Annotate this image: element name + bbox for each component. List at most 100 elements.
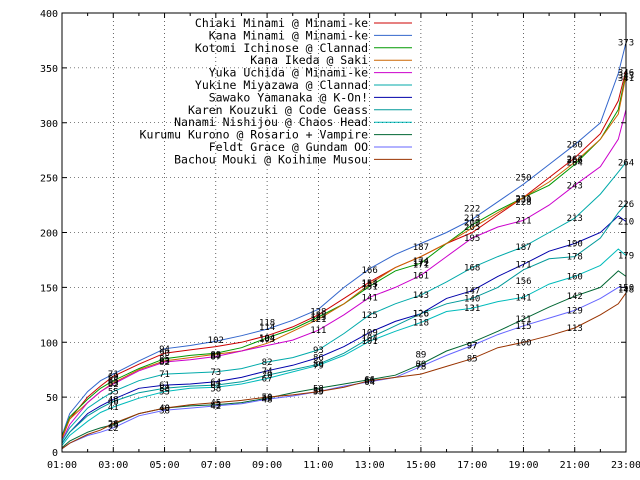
data-label: 85	[159, 355, 170, 365]
data-label: 114	[259, 323, 275, 333]
data-label: 142	[567, 292, 583, 302]
data-label: 40	[159, 404, 170, 414]
data-label: 58	[210, 384, 221, 394]
data-label: 109	[362, 328, 378, 338]
data-label: 230	[515, 196, 531, 206]
data-label: 118	[259, 318, 275, 328]
data-label: 161	[413, 271, 429, 281]
data-label: 209	[464, 219, 480, 229]
data-label: 211	[515, 216, 531, 226]
legend-entry-label: Bachou Mouki @ Koihime Musou	[174, 152, 368, 166]
data-label: 125	[310, 311, 326, 321]
data-label: 65	[364, 377, 375, 387]
legend-entry-label: Sawako Yamanaka @ K-On!	[209, 90, 368, 104]
legend-entry-label: Kana Ikeda @ Saki	[250, 53, 368, 67]
x-tick-label: 15:00	[406, 460, 436, 471]
data-label: 87	[210, 353, 221, 363]
data-label: 66	[364, 376, 375, 386]
legend-entry-label: Yuka Uchida @ Minami-ke	[209, 66, 368, 80]
data-label: 280	[567, 141, 583, 151]
data-label: 22	[108, 424, 119, 434]
data-label: 42	[210, 402, 221, 412]
data-label: 141	[362, 293, 378, 303]
data-label: 166	[362, 266, 378, 276]
data-label: 48	[262, 395, 273, 405]
data-label: 126	[413, 310, 429, 320]
x-tick-label: 23:00	[611, 460, 640, 471]
x-tick-label: 11:00	[303, 460, 333, 471]
data-label: 187	[413, 243, 429, 253]
data-label: 154	[362, 279, 378, 289]
data-label: 151	[362, 282, 378, 292]
data-label: 129	[567, 306, 583, 316]
data-label: 67	[262, 374, 273, 384]
data-label: 213	[464, 214, 480, 224]
legend-entry-label: Yukine Miyazawa @ Clannad	[195, 78, 368, 92]
data-label: 126	[413, 310, 429, 320]
y-tick-label: 50	[46, 393, 58, 404]
legend-entry-label: Nanami Nishijou @ Chaos Head	[174, 115, 368, 129]
data-label: 38	[159, 406, 170, 416]
data-label: 267	[567, 155, 583, 165]
data-label: 80	[415, 360, 426, 370]
series-line	[61, 292, 627, 450]
series-line	[61, 109, 627, 442]
data-label: 55	[159, 388, 170, 398]
x-tick-label: 01:00	[47, 460, 77, 471]
data-label: 80	[313, 360, 324, 370]
data-label: 113	[567, 324, 583, 334]
data-label: 55	[313, 388, 324, 398]
data-label: 174	[413, 257, 429, 267]
x-tick-label: 09:00	[252, 460, 282, 471]
data-label: 100	[515, 338, 531, 348]
data-label: 85	[467, 355, 478, 365]
data-label: 168	[464, 264, 480, 274]
x-tick-label: 19:00	[508, 460, 538, 471]
y-tick-label: 350	[40, 64, 58, 75]
y-tick-label: 0	[52, 448, 58, 459]
series-line	[61, 42, 627, 436]
data-label: 171	[515, 260, 531, 270]
data-label: 121	[310, 315, 326, 325]
data-label: 94	[159, 345, 170, 355]
data-label: 131	[464, 304, 480, 314]
data-label: 121	[515, 315, 531, 325]
data-label: 243	[567, 181, 583, 191]
legend-entry-label: Karen Kouzuki @ Code Geass	[188, 103, 368, 117]
series-line	[61, 73, 627, 437]
data-label: 97	[467, 342, 478, 352]
data-label: 65	[108, 377, 119, 387]
data-labels: 6990114125154171205231267341719410211812…	[108, 39, 634, 434]
series-lines	[61, 42, 627, 450]
data-label: 50	[262, 393, 273, 403]
data-label: 102	[208, 336, 224, 346]
data-label: 264	[567, 158, 583, 168]
data-label: 90	[159, 349, 170, 359]
data-label: 73	[210, 368, 221, 378]
data-label: 78	[415, 362, 426, 372]
series-line	[61, 75, 627, 438]
data-label: 48	[108, 395, 119, 405]
series-line	[61, 270, 627, 448]
data-label: 205	[464, 223, 480, 233]
data-label: 82	[159, 358, 170, 368]
data-label: 156	[515, 277, 531, 287]
series-line	[61, 69, 627, 439]
data-label: 178	[567, 253, 583, 263]
data-label: 228	[515, 198, 531, 208]
data-label: 195	[464, 234, 480, 244]
plot-frame	[61, 12, 627, 453]
y-tick-label: 200	[40, 229, 58, 240]
y-tick-label: 100	[40, 338, 58, 349]
data-label: 89	[210, 350, 221, 360]
data-label: 61	[159, 381, 170, 391]
x-tick-label: 07:00	[201, 460, 231, 471]
data-label: 83	[159, 357, 170, 367]
data-label: 79	[313, 361, 324, 371]
x-tick-label: 21:00	[560, 460, 590, 471]
x-tick-label: 13:00	[355, 460, 385, 471]
y-tick-label: 300	[40, 119, 58, 130]
data-label: 171	[413, 260, 429, 270]
series-line	[61, 161, 627, 442]
